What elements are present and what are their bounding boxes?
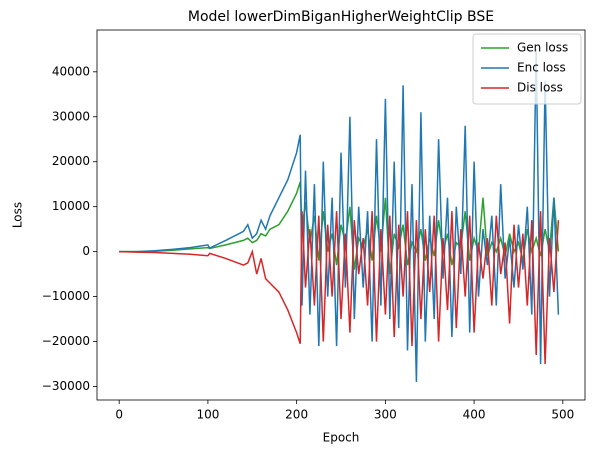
x-tick-label: 300 bbox=[374, 408, 397, 422]
y-tick-label: 40000 bbox=[52, 64, 90, 78]
legend-label: Dis loss bbox=[517, 81, 563, 95]
chart-title: Model lowerDimBiganHigherWeightClip BSE bbox=[188, 9, 494, 25]
y-tick-label: 0 bbox=[82, 244, 90, 258]
x-tick-label: 400 bbox=[463, 408, 486, 422]
x-tick-label: 200 bbox=[285, 408, 308, 422]
y-tick-label: 30000 bbox=[52, 109, 90, 123]
y-tick-label: −30000 bbox=[42, 379, 90, 393]
legend-box bbox=[472, 33, 582, 105]
plot-area bbox=[119, 49, 560, 383]
x-axis-label: Epoch bbox=[323, 431, 360, 445]
y-tick-label: −20000 bbox=[42, 334, 90, 348]
y-tick-label: 20000 bbox=[52, 154, 90, 168]
y-tick-label: 10000 bbox=[52, 199, 90, 213]
data-line bbox=[119, 49, 560, 383]
legend-label: Enc loss bbox=[517, 61, 566, 75]
axes-frame bbox=[96, 29, 586, 401]
y-tick-label: −10000 bbox=[42, 289, 90, 303]
data-line bbox=[119, 211, 560, 365]
x-tick-label: 0 bbox=[115, 408, 123, 422]
y-axis-label: Loss bbox=[11, 202, 25, 228]
legend-label: Gen loss bbox=[517, 41, 568, 55]
x-tick-label: 100 bbox=[196, 408, 219, 422]
x-tick-label: 500 bbox=[551, 408, 574, 422]
